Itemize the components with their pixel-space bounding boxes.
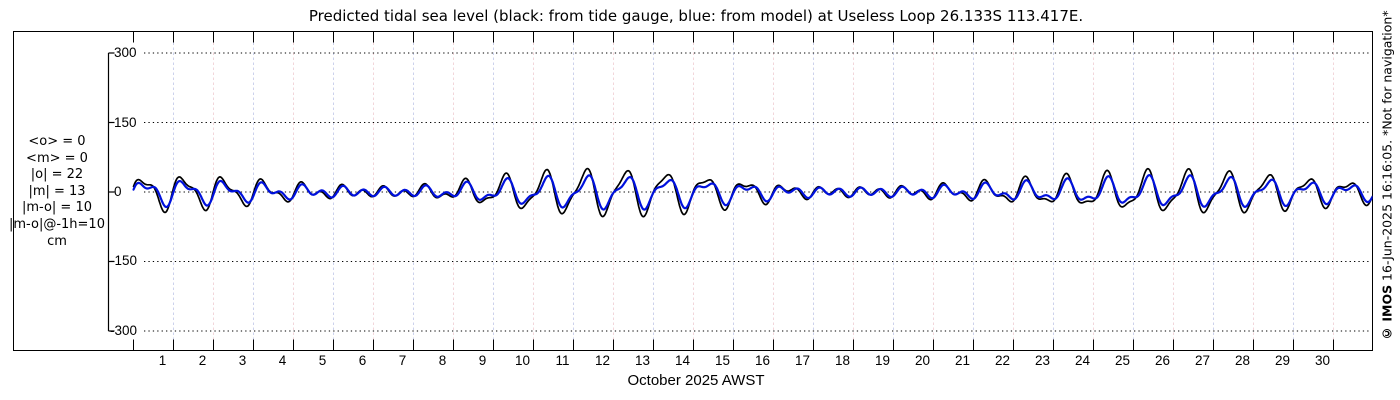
x-tick-label: 26 — [1154, 353, 1171, 368]
x-tick-label: 12 — [594, 353, 611, 368]
x-tick-label: 28 — [1234, 353, 1251, 368]
stats-line: <m> = 0 — [26, 150, 88, 166]
x-axis-title: October 2025 AWST — [627, 372, 765, 389]
watermark-rest: 16-Jun-2025 16:16:05. *Not for navigatio… — [1379, 10, 1395, 286]
x-tick-label: 18 — [834, 353, 851, 368]
stats-line: |m-o| = 10 — [21, 200, 92, 216]
x-tick-label: 10 — [514, 353, 531, 368]
y-tick-label: 300 — [114, 45, 137, 60]
x-tick-label: 20 — [914, 353, 931, 368]
stats-line: |m| = 13 — [28, 183, 86, 199]
y-tick-label: 0 — [114, 184, 122, 199]
y-tick-label: 150 — [114, 114, 137, 130]
y-axis-bracket — [107, 52, 115, 332]
tide-gauge-curve — [132, 167, 1373, 218]
x-tick-label: 14 — [674, 353, 691, 368]
x-tick-label: 11 — [555, 353, 570, 368]
x-tick-label: 22 — [994, 353, 1011, 368]
x-tick-label: 17 — [794, 353, 811, 368]
x-tick-label: 2 — [198, 353, 207, 368]
x-tick-label: 23 — [1034, 353, 1051, 368]
y-tick-label: -150 — [110, 253, 138, 269]
stats-panel: <o> = 0 <m> = 0 |o| = 22 |m| = 13 |m-o| … — [2, 134, 112, 250]
x-tick-label: 25 — [1114, 353, 1131, 368]
x-tick-label: 1 — [158, 353, 167, 368]
stats-line: |m-o|@-1h=10 — [9, 216, 105, 232]
x-tick-label: 21 — [954, 353, 971, 368]
stats-line: cm — [47, 233, 67, 249]
x-tick-label: 9 — [478, 353, 487, 368]
x-tick-label: 15 — [714, 353, 731, 368]
x-tick-label: 30 — [1314, 353, 1331, 368]
x-tick-label: 5 — [318, 353, 327, 368]
x-tick-label: 24 — [1074, 353, 1091, 368]
x-tick-label: 8 — [438, 353, 447, 368]
x-tick-label: 6 — [358, 353, 367, 368]
day-tick-marks — [133, 31, 1334, 351]
stats-line: |o| = 22 — [30, 167, 84, 183]
x-tick-label: 19 — [874, 353, 891, 368]
x-tick-label: 3 — [238, 353, 247, 368]
x-tick-label: 7 — [398, 353, 407, 368]
model-curve — [132, 174, 1373, 211]
y-tick-label: -300 — [110, 322, 138, 338]
x-tick-label: 13 — [634, 353, 651, 368]
x-tick-label: 29 — [1274, 353, 1291, 368]
watermark-text: © IMOS 16-Jun-2025 16:16:05. *Not for na… — [1374, 0, 1400, 352]
watermark-prefix: © IMOS — [1379, 285, 1395, 342]
x-tick-label: 27 — [1194, 353, 1211, 368]
tide-curves — [132, 167, 1373, 218]
chart-title: Predicted tidal sea level (black: from t… — [308, 7, 1084, 25]
stats-line: <o> = 0 — [28, 134, 86, 149]
x-tick-label: 16 — [754, 353, 771, 368]
x-tick-label: 4 — [278, 353, 287, 368]
